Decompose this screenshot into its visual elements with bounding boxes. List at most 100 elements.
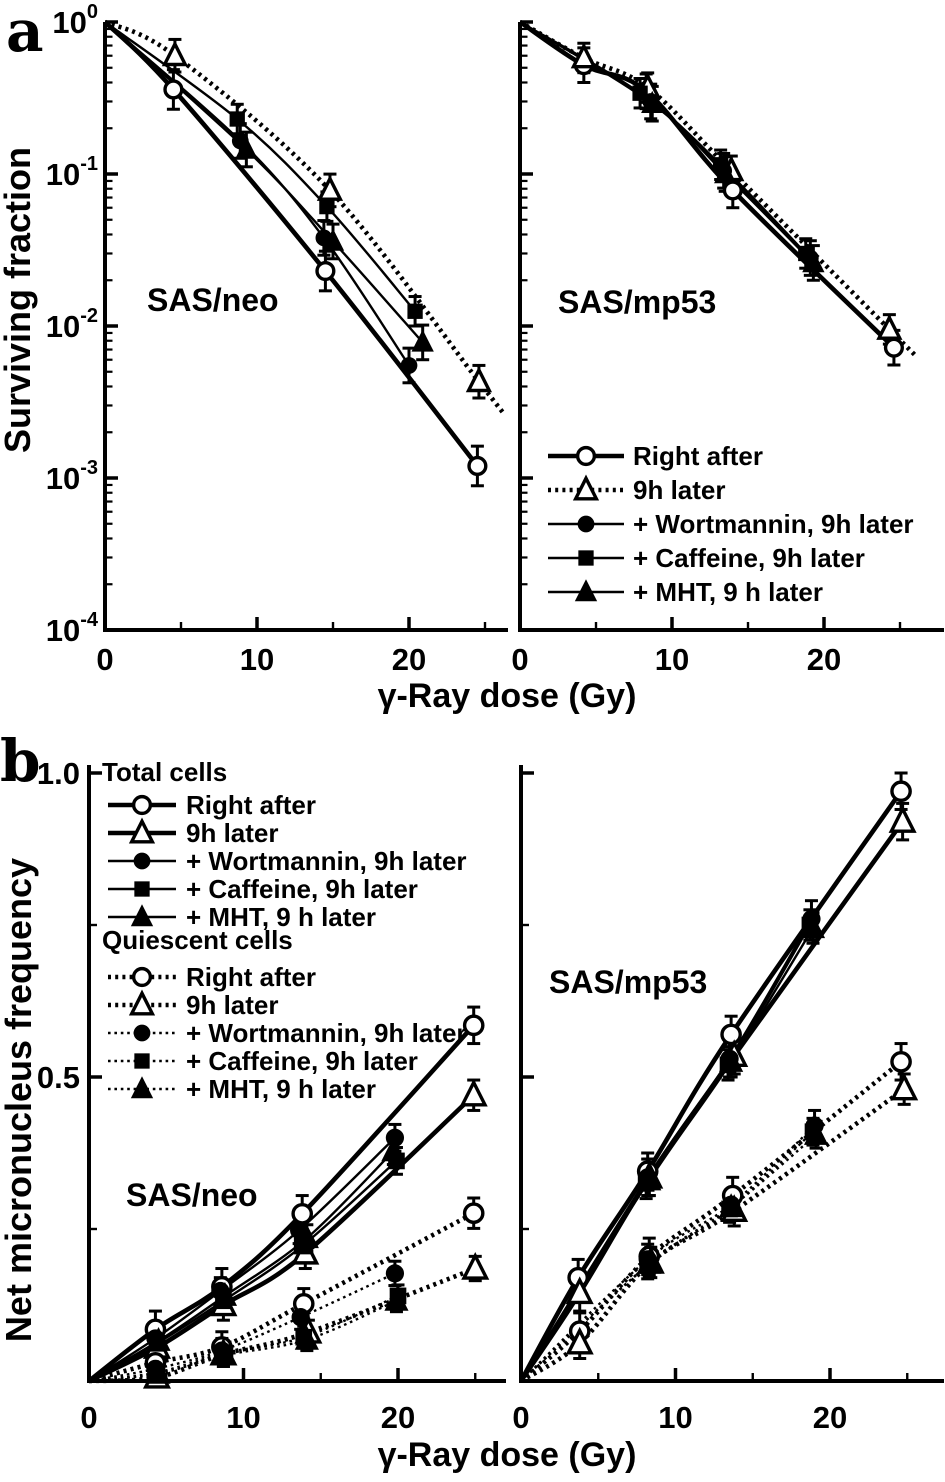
y-tick-label: 10-2	[46, 305, 98, 344]
x-axis-label-b: γ-Ray dose (Gy)	[378, 1436, 637, 1474]
legend-item: 9h later	[548, 474, 726, 505]
triangle-open-marker	[128, 817, 156, 844]
triangle-open-marker	[161, 40, 189, 67]
series-markers-a_neo-mht	[235, 136, 434, 352]
circle-filled-marker	[385, 1264, 405, 1283]
square-filled-marker	[578, 550, 594, 566]
legend-item-label: 9h later	[186, 818, 279, 848]
x-tick-label: 10	[655, 642, 689, 677]
triangle-open-marker	[465, 366, 493, 393]
triangle-filled-marker	[804, 1120, 829, 1145]
subplot-b_mp53: 0 10 20 SAS/mp53	[512, 765, 944, 1435]
legend-item-label: + Wortmannin, 9h later	[633, 509, 914, 539]
circle-open-marker	[720, 1023, 742, 1046]
axes-a_mp53: 0 10 20	[511, 20, 944, 677]
circle-open-marker	[575, 445, 597, 467]
series-markers-a_neo-right_after	[163, 79, 488, 477]
x-tick-label: 10	[240, 642, 274, 677]
circle-open-marker	[890, 780, 912, 803]
triangle-open-marker	[572, 474, 600, 501]
series-markers-b_neo-caffeine	[148, 1287, 407, 1381]
triangle-filled-marker	[235, 136, 258, 159]
legend-item: Right after	[108, 790, 316, 820]
series-line-b_mp53-mht	[520, 1133, 817, 1382]
legend-header-quiescent: Quiescent cells	[102, 925, 293, 955]
series-line-b_neo-wortmannin	[88, 1272, 396, 1383]
square-filled-marker	[229, 111, 245, 127]
series-markers-b_neo-mht	[146, 1286, 409, 1384]
circle-filled-marker	[291, 1308, 310, 1327]
triangle-filled-marker	[321, 228, 345, 251]
series-markers-a_neo-caffeine	[229, 111, 423, 319]
circle-open-marker	[291, 1202, 314, 1225]
series-line-b_neo-right_after	[87, 1023, 476, 1383]
legend-item-label: Right after	[186, 962, 316, 992]
legend-item: + MHT, 9 h later	[108, 1074, 376, 1104]
legend-item: + Wortmannin, 9h later	[108, 1018, 467, 1048]
x-tick-label: 20	[813, 1400, 847, 1435]
series-line-b_mp53-right_after	[518, 789, 903, 1383]
triangle-open-marker	[459, 1078, 488, 1107]
triangle-open-marker	[565, 1326, 594, 1355]
legend-item: + Wortmannin, 9h later	[548, 509, 914, 539]
legend-item-label: + MHT, 9 h later	[633, 577, 823, 607]
y-tick-label: 10-1	[46, 153, 98, 192]
triangle-filled-marker	[146, 1359, 171, 1384]
circle-open-marker	[462, 1014, 485, 1037]
x-axis-label-a: γ-Ray dose (Gy)	[378, 677, 637, 715]
series-line-b_neo-later_9h	[88, 1266, 477, 1384]
square-filled-marker	[319, 198, 335, 215]
triangle-open-marker	[461, 1252, 490, 1280]
legend-panel-a: Right after 9h later + Wortmannin, 9h late…	[548, 441, 914, 607]
legend-item-label: Right after	[186, 790, 316, 820]
legend-item-label: + MHT, 9 h later	[186, 902, 376, 932]
series-line-a_mp53-mht	[519, 20, 815, 264]
legend-item-label: + MHT, 9 h later	[186, 1074, 376, 1104]
legend-item: Right after	[108, 962, 316, 992]
triangle-filled-marker	[411, 329, 434, 352]
chart-title-b_neo: SAS/neo	[126, 1177, 258, 1213]
square-filled-marker	[134, 881, 150, 897]
chart-title-a_mp53: SAS/mp53	[558, 284, 716, 320]
triangle-filled-marker	[574, 579, 598, 602]
square-filled-marker	[798, 245, 814, 262]
triangle-filled-marker	[637, 1249, 662, 1274]
y-tick-label: 10-4	[46, 609, 99, 648]
triangle-open-marker	[570, 42, 597, 69]
x-tick-label: 0	[96, 642, 113, 677]
y-tick-label: 100	[52, 1, 98, 40]
square-filled-marker	[134, 1053, 150, 1069]
triangle-filled-marker	[130, 1076, 154, 1099]
legend-item: Right after	[548, 441, 763, 471]
series-line-b_mp53-wortmannin	[520, 1124, 816, 1382]
legend-item: + MHT, 9 h later	[108, 902, 376, 932]
circle-filled-marker	[400, 357, 418, 374]
subplot-a_neo: 0 10 20 100 10-1 10-2 10-3 10-4 SAS/neo	[46, 1, 508, 677]
circle-open-marker	[722, 180, 743, 201]
legend-header-total: Total cells	[102, 757, 227, 787]
x-tick-label: 0	[512, 1400, 529, 1435]
legend-item-label: + Caffeine, 9h later	[186, 874, 418, 904]
panel-b-label: b	[0, 727, 41, 795]
triangle-filled-marker	[130, 904, 154, 927]
triangle-filled-marker	[381, 1137, 406, 1162]
y-tick-label: 0.5	[37, 1060, 80, 1095]
series-markers-b_neo-mht	[146, 1137, 406, 1351]
legend-item: + Caffeine, 9h later	[108, 874, 418, 904]
series-line-a_neo-right_after	[103, 20, 480, 468]
triangle-open-marker	[876, 313, 903, 340]
circle-open-marker	[315, 260, 336, 282]
triangle-filled-marker	[294, 1325, 319, 1350]
triangle-filled-marker	[719, 1193, 744, 1218]
legend-item: + Caffeine, 9h later	[548, 543, 865, 573]
series-markers-b_neo-right_after	[144, 1202, 485, 1374]
legend-item-label: 9h later	[186, 990, 279, 1020]
triangle-open-marker	[888, 805, 917, 833]
square-filled-marker	[407, 303, 423, 319]
triangle-open-marker	[316, 174, 344, 201]
triangle-open-marker	[890, 1072, 919, 1101]
triangle-filled-marker	[641, 90, 664, 113]
triangle-filled-marker	[800, 914, 826, 939]
